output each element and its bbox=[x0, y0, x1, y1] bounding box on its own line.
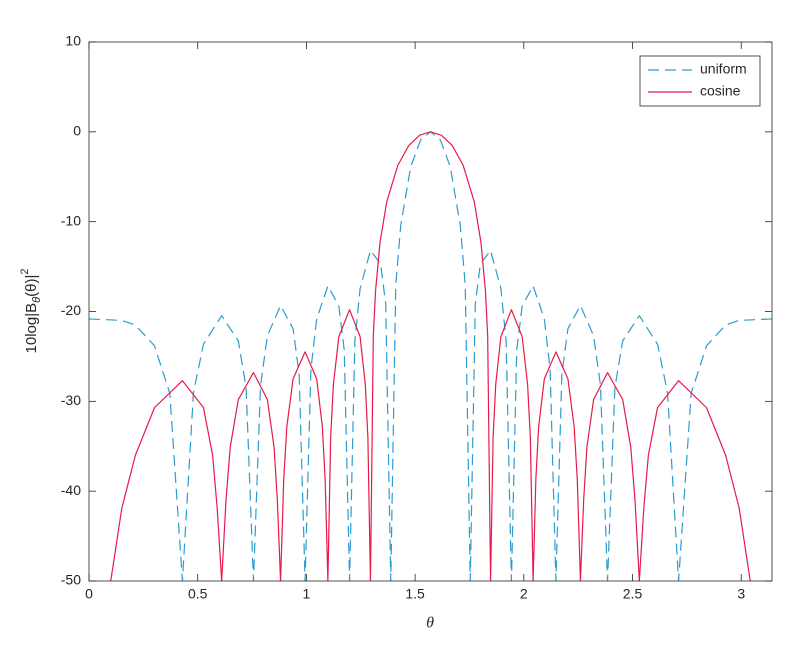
legend-label: uniform bbox=[700, 61, 747, 77]
x-tick-label: 0 bbox=[85, 586, 93, 602]
y-tick-label: -30 bbox=[61, 392, 81, 408]
y-tick-label: -10 bbox=[61, 212, 81, 228]
x-axis-label: θ bbox=[426, 615, 434, 632]
legend: uniform cosine bbox=[639, 55, 761, 107]
y-tick-label: 0 bbox=[73, 123, 81, 139]
x-tick-label: 3 bbox=[737, 586, 745, 602]
y-axis-label: 10log|Bθ(θ)|2 bbox=[19, 269, 43, 354]
y-label-subscript: θ bbox=[31, 297, 43, 303]
y-tick-label: -40 bbox=[61, 482, 81, 498]
series-layer bbox=[89, 131, 772, 581]
x-tick-label: 2 bbox=[520, 586, 528, 602]
legend-label: cosine bbox=[700, 83, 741, 99]
y-tick-label: -20 bbox=[61, 302, 81, 318]
y-label-superscript: 2 bbox=[19, 269, 31, 275]
x-tick-label: 0.5 bbox=[188, 586, 208, 602]
plot-area bbox=[89, 42, 772, 581]
legend-box bbox=[639, 55, 761, 107]
y-tick-label: -50 bbox=[61, 572, 81, 588]
y-label-part: 10log|B bbox=[23, 303, 40, 354]
x-tick-label: 1.5 bbox=[405, 586, 425, 602]
y-tick-label: 10 bbox=[65, 33, 81, 49]
y-label-part: (θ)| bbox=[23, 275, 40, 297]
series-line bbox=[110, 131, 751, 581]
x-tick-label: 2.5 bbox=[623, 586, 643, 602]
x-tick-label: 1 bbox=[303, 586, 311, 602]
